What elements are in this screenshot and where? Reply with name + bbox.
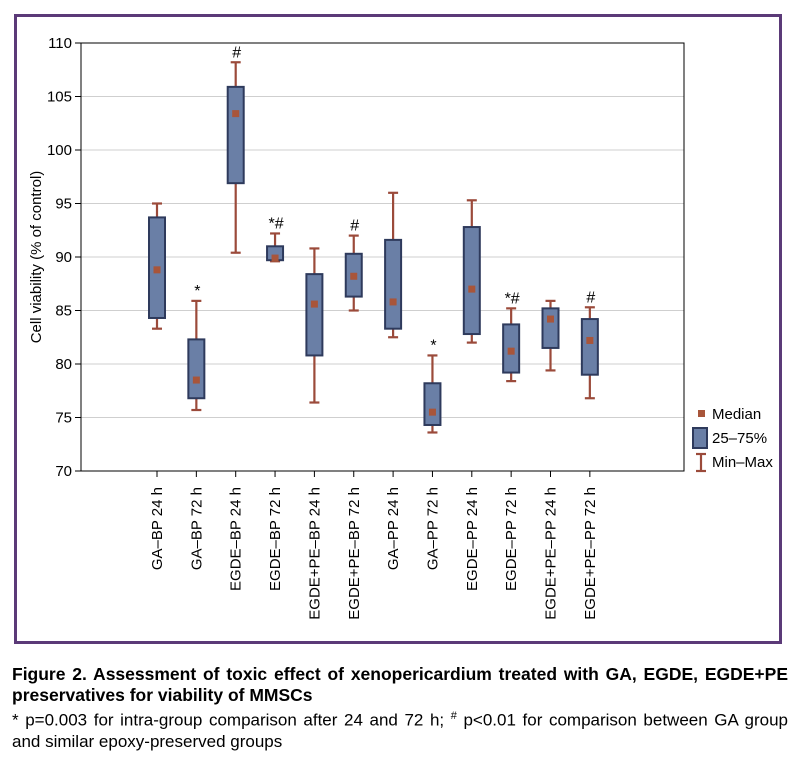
y-tick-label: 75 — [55, 410, 72, 427]
significance-label: # — [232, 44, 241, 61]
significance-label: # — [586, 289, 595, 306]
caption-note: * p=0.003 for intra-group comparison aft… — [12, 706, 788, 752]
category-label: EGDE+PE–BP 72 h — [346, 487, 363, 620]
figure-caption: Figure 2. Assessment of toxic effect of … — [12, 664, 788, 752]
category-label: GA–PP 24 h — [385, 487, 402, 570]
y-axis-label: Cell viability (% of control) — [28, 171, 45, 344]
y-tick-label: 105 — [47, 89, 72, 106]
median-marker — [547, 315, 554, 323]
category-label: GA–BP 72 h — [188, 487, 205, 570]
category-label: EGDE–PP 24 h — [464, 487, 481, 591]
category-label: EGDE+PE–PP 24 h — [543, 487, 560, 620]
category-label: GA–PP 72 h — [424, 487, 441, 570]
legend-box-label: 25–75% — [712, 430, 767, 447]
significance-label: * — [430, 337, 436, 354]
caption-title: Figure 2. Assessment of toxic effect of … — [12, 664, 788, 705]
category-label: EGDE–PP 72 h — [503, 487, 520, 591]
y-tick-label: 85 — [55, 303, 72, 320]
median-marker — [389, 298, 397, 306]
category-label: GA–BP 24 h — [149, 487, 166, 570]
box-iqr — [384, 238, 403, 330]
box-iqr — [580, 318, 599, 376]
y-tick-label: 90 — [55, 249, 72, 266]
legend-median-label: Median — [712, 406, 761, 423]
y-tick-label: 80 — [55, 356, 72, 373]
significance-label: # — [350, 218, 359, 235]
box-iqr — [226, 85, 245, 185]
median-marker — [507, 347, 515, 355]
median-marker — [586, 336, 594, 344]
median-marker — [153, 266, 161, 274]
category-label: EGDE–BP 72 h — [267, 487, 284, 591]
caption-note-star: * p=0.003 for intra-group comparison aft… — [12, 710, 445, 730]
box-iqr — [423, 382, 442, 426]
y-tick-label: 70 — [55, 463, 72, 480]
caption-note-hash: p<0.01 for comparison between GA group a… — [12, 710, 788, 751]
legend-box-swatch — [692, 427, 708, 449]
caption-note-hash-mark: # — [450, 710, 457, 722]
legend-whisker-label: Min–Max — [712, 454, 773, 471]
median-marker — [468, 285, 476, 293]
median-marker — [428, 408, 436, 416]
median-marker — [232, 110, 240, 118]
legend-median-marker — [698, 410, 705, 417]
significance-label: * — [194, 283, 200, 300]
significance-label: *# — [268, 215, 283, 232]
median-marker — [310, 300, 318, 308]
y-tick-label: 100 — [47, 142, 72, 159]
box-iqr — [305, 273, 324, 357]
significance-label: *# — [505, 290, 520, 307]
y-tick-label: 110 — [48, 35, 72, 52]
category-label: EGDE–BP 24 h — [228, 487, 245, 591]
category-label: EGDE+PE–BP 24 h — [306, 487, 323, 620]
median-marker — [192, 376, 200, 384]
plot-area — [80, 42, 685, 472]
box-iqr — [187, 338, 206, 400]
box-iqr — [462, 226, 481, 336]
figure-frame: 70 75 80 85 90 95 100 105 110 Cell viability (% o… — [14, 14, 782, 644]
median-marker — [350, 272, 358, 280]
boxplot-chart: 70 75 80 85 90 95 100 105 110 Cell viability (% o… — [28, 35, 773, 620]
y-tick-label: 95 — [55, 196, 72, 213]
box-iqr — [541, 307, 560, 349]
category-label: EGDE+PE–PP 72 h — [582, 487, 599, 620]
median-marker — [271, 254, 279, 262]
